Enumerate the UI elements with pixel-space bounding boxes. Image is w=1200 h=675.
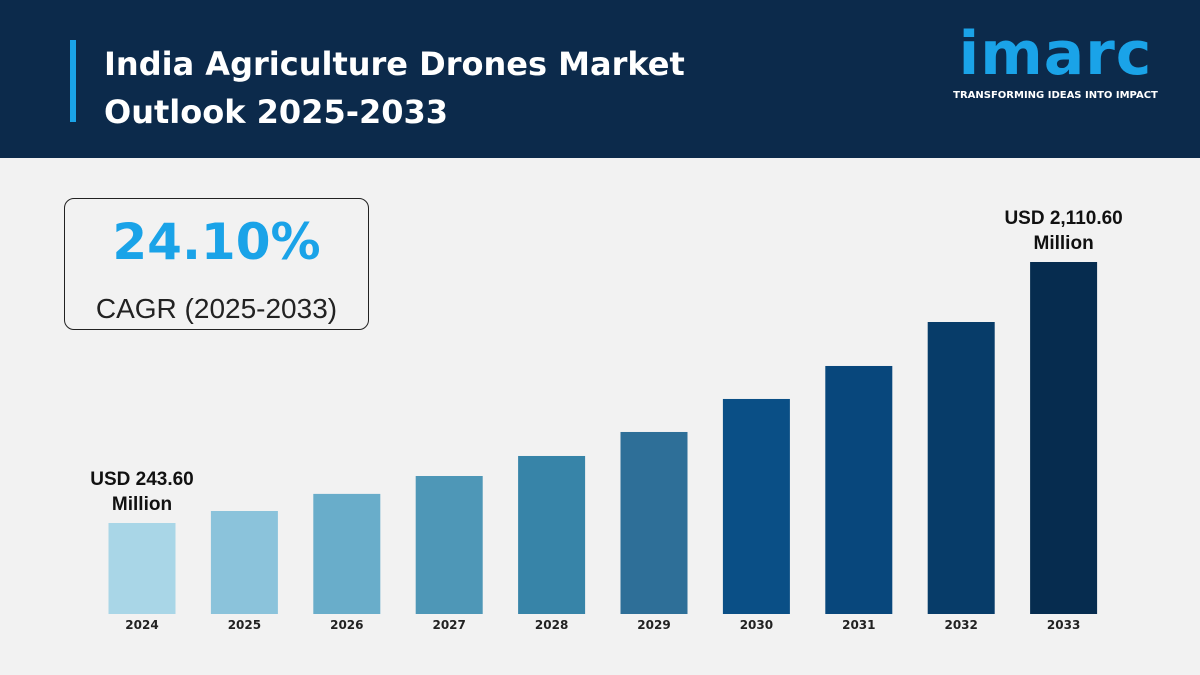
x-tick-label: 2033 [1047,618,1080,632]
x-tick-label: 2029 [637,618,670,632]
x-tick-label: 2031 [842,618,875,632]
cagr-value: 24.10% [112,213,321,271]
title: India Agriculture Drones Market Outlook … [104,45,685,131]
bar [722,398,790,614]
bar [313,493,381,614]
cagr-box: 24.10% CAGR (2025-2033) [64,198,369,330]
bar [825,365,893,614]
value-label: USD 2,110.60 Million [1004,208,1123,254]
x-tick-label: 2032 [944,618,977,632]
x-tick-label: 2026 [330,618,363,632]
x-tick-label: 2030 [740,618,773,632]
bar [620,431,688,614]
bar [210,510,278,614]
bar [927,322,995,614]
tagline: TRANSFORMING IDEAS INTO IMPACT [953,90,1158,101]
header-bg [0,0,1200,158]
value-label: USD 243.60 Million [90,469,194,515]
x-tick-label: 2027 [432,618,465,632]
cagr-label: CAGR (2025-2033) [95,293,338,324]
accent-bar [70,40,76,122]
logo: imarc [958,19,1153,89]
x-tick-label: 2024 [125,618,158,632]
x-tick-label: 2028 [535,618,568,632]
bar [108,523,176,614]
bar [415,476,483,614]
bar [1030,262,1098,614]
bar [518,455,586,614]
x-tick-label: 2025 [228,618,261,632]
